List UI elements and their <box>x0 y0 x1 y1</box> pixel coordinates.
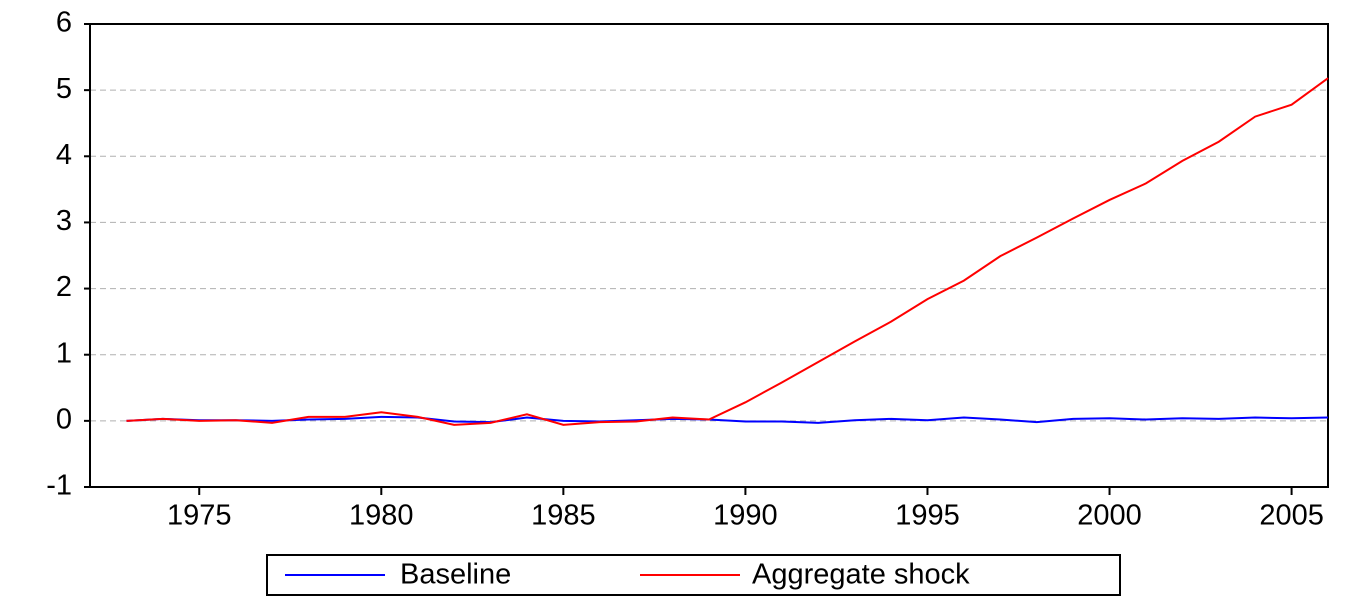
plot-frame <box>89 23 1329 488</box>
y-tick-label: 5 <box>56 73 72 105</box>
y-tick-label: 1 <box>56 337 72 369</box>
y-tick-label: 0 <box>56 404 72 436</box>
y-tick-label: 4 <box>56 139 72 171</box>
y-tick-label: 3 <box>56 205 72 237</box>
x-tick-label: 1985 <box>531 500 596 532</box>
legend-label: Baseline <box>400 559 511 591</box>
y-tick-label: 2 <box>56 271 72 303</box>
x-tick-label: 1975 <box>167 500 232 532</box>
x-tick-label: 1995 <box>895 500 960 532</box>
x-tick-label: 2005 <box>1259 500 1324 532</box>
x-tick-label: 1980 <box>349 500 414 532</box>
series-line <box>126 415 1329 424</box>
x-tick-label: 2000 <box>1077 500 1142 532</box>
y-tick-label: -1 <box>46 470 72 502</box>
x-tick-label: 1990 <box>713 500 778 532</box>
y-tick-label: 6 <box>56 7 72 39</box>
series-line <box>126 77 1329 426</box>
legend-label: Aggregate shock <box>752 559 970 591</box>
